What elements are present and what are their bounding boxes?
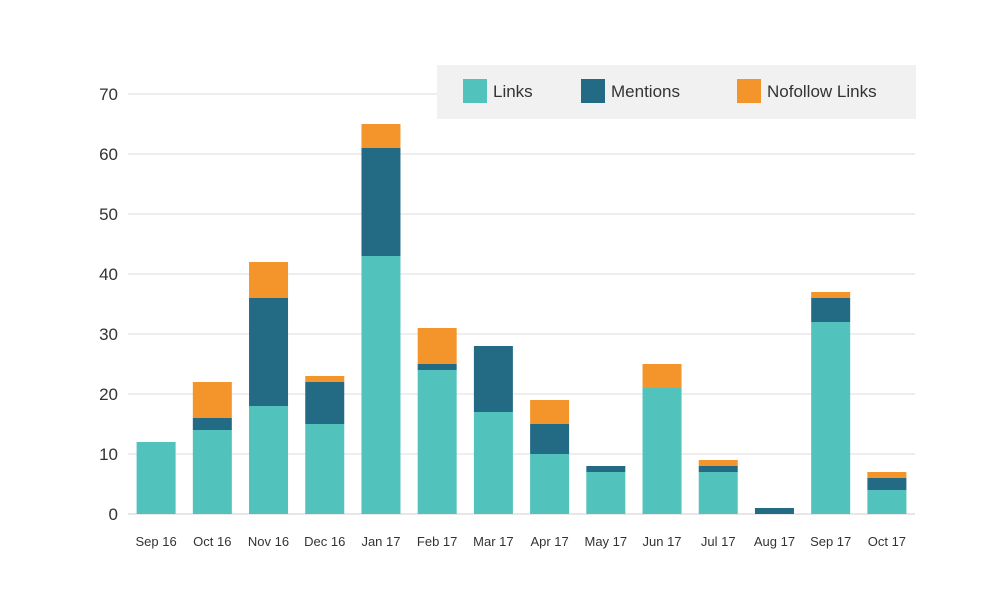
bar-links [811,322,851,514]
bar-nofollow-links [417,328,457,364]
bar-mentions [754,508,794,514]
bar-nofollow-links [811,292,851,298]
bar-links [586,472,626,514]
bar-nofollow-links [305,376,345,382]
y-tick-label: 50 [99,205,118,224]
bar-mentions [249,298,289,406]
legend: Links Mentions Nofollow Links [437,65,916,119]
x-tick-label: Sep 16 [136,534,177,549]
x-tick-label: Nov 16 [248,534,289,549]
x-tick-label: Jan 17 [361,534,400,549]
y-axis-ticks: 0 10 20 30 40 50 60 70 [99,85,118,524]
bar-nofollow-links [192,382,232,418]
legend-label: Nofollow Links [767,82,877,101]
x-tick-label: Aug 17 [754,534,795,549]
bar-links [530,454,570,514]
bar-mentions [473,346,513,412]
bar-mentions [811,298,851,322]
bar-links [136,442,176,514]
x-tick-label: Sep 17 [810,534,851,549]
bar-links [473,412,513,514]
legend-background [437,65,916,119]
bar-nofollow-links [361,124,401,148]
bar-nofollow-links [867,472,907,478]
bar-mentions [305,382,345,424]
legend-swatch [463,79,487,103]
y-tick-label: 20 [99,385,118,404]
y-tick-label: 40 [99,265,118,284]
bar-nofollow-links [249,262,289,298]
bar-mentions [361,148,401,256]
bar-mentions [586,466,626,472]
x-tick-label: Apr 17 [530,534,568,549]
x-tick-label: Oct 17 [868,534,906,549]
bar-nofollow-links [530,400,570,424]
bars [136,124,907,514]
gridlines [128,93,915,515]
bar-links [192,430,232,514]
bar-mentions [530,424,570,454]
bar-links [417,370,457,514]
legend-swatch [581,79,605,103]
bar-links [249,406,289,514]
y-tick-label: 10 [99,445,118,464]
legend-label: Mentions [611,82,680,101]
bar-links [361,256,401,514]
x-axis-ticks: Sep 16 Oct 16 Nov 16 Dec 16 Jan 17 Feb 17 Mar … [136,534,907,549]
y-tick-label: 30 [99,325,118,344]
x-tick-label: Jun 17 [643,534,682,549]
bar-links [642,388,682,514]
y-tick-label: 0 [109,505,118,524]
x-tick-label: Mar 17 [473,534,513,549]
bar-mentions [698,466,738,472]
y-tick-label: 60 [99,145,118,164]
bar-nofollow-links [698,460,738,466]
x-tick-label: Feb 17 [417,534,457,549]
x-tick-label: Jul 17 [701,534,736,549]
legend-swatch [737,79,761,103]
bar-mentions [417,364,457,370]
x-tick-label: May 17 [585,534,628,549]
x-tick-label: Oct 16 [193,534,231,549]
y-tick-label: 70 [99,85,118,104]
bar-nofollow-links [642,364,682,388]
bar-mentions [192,418,232,430]
legend-label: Links [493,82,533,101]
bar-links [698,472,738,514]
bar-links [305,424,345,514]
bar-mentions [867,478,907,490]
x-tick-label: Dec 16 [304,534,345,549]
bar-links [867,490,907,514]
